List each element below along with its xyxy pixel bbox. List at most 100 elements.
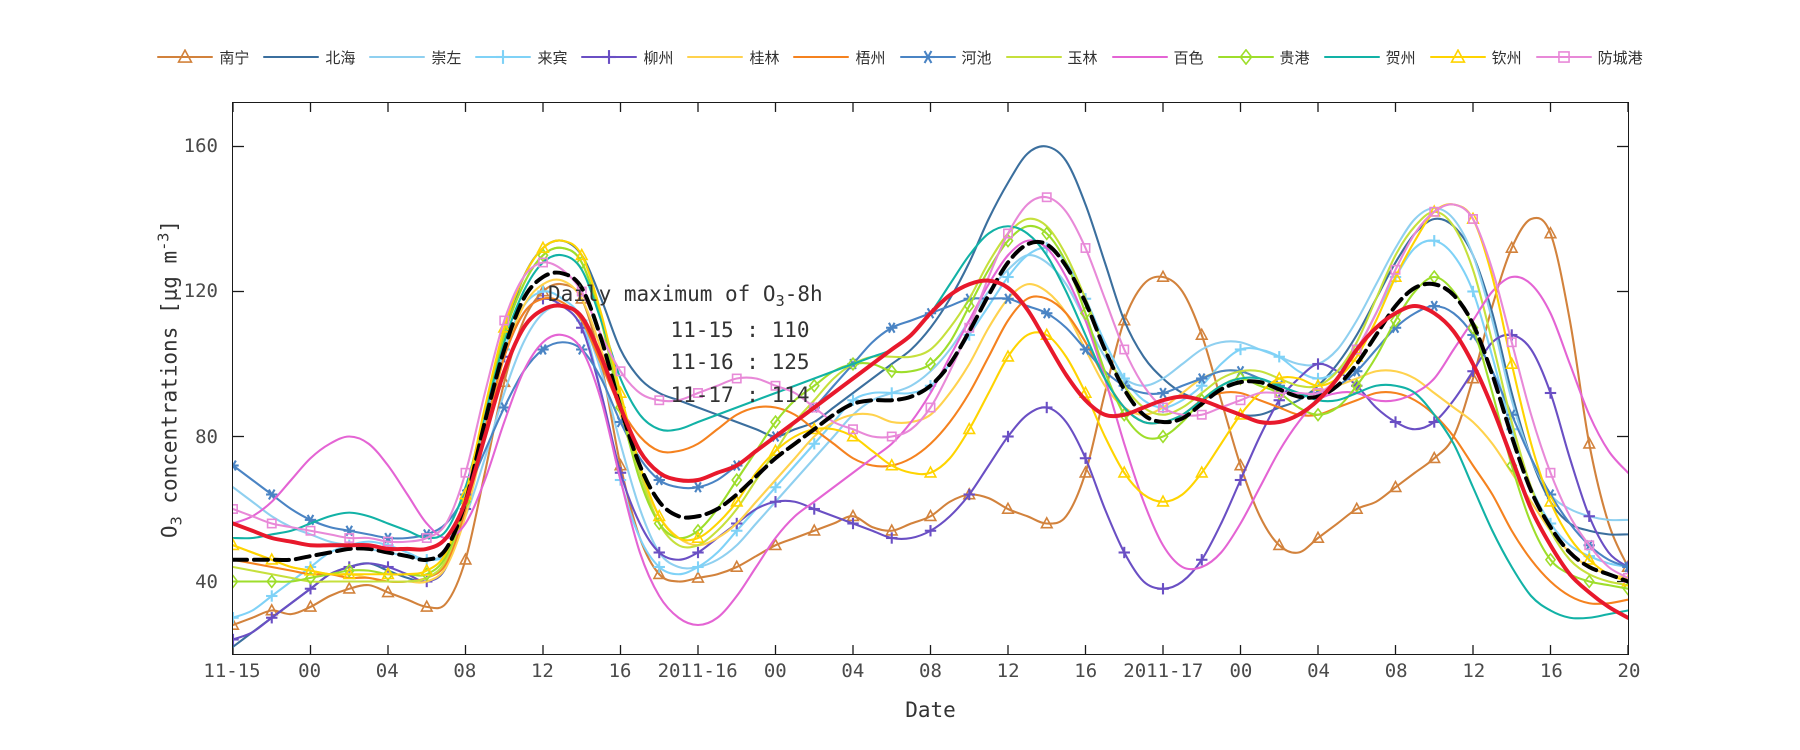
plot-wrapper: O3 concentrations [μg m-3] 40 80 120 160 11… [0,86,1800,722]
series-10 [233,239,1628,627]
series-line [233,278,1628,620]
x-tick-label: 16 [608,660,632,682]
x-tick-label: 04 [841,660,865,682]
legend-swatch [687,50,744,64]
x-tick-labels: 11-15 00 04 08 12 16 2011-16 00 04 08 12 16 2011-17 0… [203,660,1640,690]
series-16 [233,278,1628,620]
legend-item-5[interactable]: 柳州 [574,40,680,74]
legend-item-3[interactable]: 崇左 [362,40,468,74]
legend-item-14[interactable]: 防城港 [1529,40,1650,74]
plot-axes [232,102,1629,655]
x-tick-label: 2011-17 [1123,660,1204,682]
x-tick-label: 08 [919,660,942,682]
y-tick-label: 40 [195,571,218,594]
x-tick-label: 00 [1229,660,1253,682]
legend-line [1111,56,1168,59]
legend-swatch [475,50,532,64]
x-tick-label: 20 [1617,660,1641,682]
legend-item-10[interactable]: 百色 [1105,40,1211,74]
legend-swatch [1323,50,1380,64]
x-tick-label: 16 [1539,660,1563,682]
legend-swatch [263,50,320,64]
x-tick-label: 04 [1307,660,1330,682]
y-tick-labels: 40 80 120 160 [150,102,218,655]
legend-line [263,56,320,59]
legend-label: 贺州 [1385,48,1416,67]
legend-item-4[interactable]: 来宾 [468,40,574,74]
x-tick-label: 04 [375,660,399,682]
legend-label: 钦州 [1491,48,1522,67]
legend-item-7[interactable]: 梧州 [786,40,892,74]
legend-marker-triangle-icon [177,49,194,63]
legend-swatch [1429,49,1486,64]
legend-marker-plus-icon [496,50,511,64]
legend-label: 玉林 [1067,48,1098,67]
legend-swatch [1111,50,1168,64]
chart-canvas [233,103,1628,654]
legend-label: 河池 [961,48,992,67]
legend-label: 北海 [325,48,356,67]
x-tick-label: 12 [530,660,554,682]
series-line [233,239,1628,584]
x-tick-label: 12 [1462,660,1486,682]
legend-line [687,56,744,59]
x-tick-label: 00 [298,660,322,682]
legend-label: 来宾 [537,48,568,67]
x-tick-label: 11-15 [203,660,261,682]
legend-label: 崇左 [431,48,462,67]
legend-item-6[interactable]: 桂林 [680,40,786,74]
legend-marker-triangle-icon [1449,49,1466,63]
x-tick-label: 16 [1074,660,1098,682]
series-line [233,239,1628,627]
legend-line [1429,56,1486,59]
legend-item-12[interactable]: 贺州 [1317,40,1423,74]
y-tick-label: 160 [183,134,218,157]
legend-swatch [899,50,956,64]
y-tick-label: 120 [183,280,218,303]
series-6 [233,278,1628,584]
series-line [233,278,1628,584]
legend-swatch [369,50,426,64]
legend-marker-plus-icon [602,50,617,64]
legend-item-13[interactable]: 钦州 [1423,40,1529,74]
legend-swatch [581,50,638,64]
series-markers [233,293,1628,573]
x-tick-label: 00 [763,660,787,682]
legend-label: 贵港 [1279,48,1310,67]
legend-item-11[interactable]: 贵港 [1211,40,1317,74]
series-line [233,295,1628,605]
legend-swatch [1217,49,1274,65]
legend-line [1005,56,1062,59]
x-tick-label: 2011-16 [657,660,738,682]
series-7 [233,295,1628,605]
series-line [233,203,1628,583]
legend-item-1[interactable]: 南宁 [150,40,256,74]
legend-line [1535,56,1592,59]
legend-label: 南宁 [219,48,250,67]
legend-swatch [1005,50,1062,64]
legend-label: 柳州 [643,48,674,67]
chart-legend: 南宁 北海 崇左 来宾 柳州 桂林 梧州 河池 玉林 百色 贵港 贺州 钦州 防城港 [0,40,1800,74]
legend-swatch [1535,50,1592,64]
legend-line [1323,56,1380,59]
legend-label: 防城港 [1597,48,1643,67]
series-15 [233,239,1628,584]
legend-marker-square-icon [1557,51,1570,63]
legend-label: 桂林 [749,48,780,67]
legend-item-9[interactable]: 玉林 [999,40,1105,74]
legend-marker-diamond-icon [1239,49,1253,65]
series-group [233,145,1628,648]
x-tick-label: 12 [996,660,1020,682]
y-tick-label: 80 [195,425,218,448]
legend-line [793,56,850,59]
legend-item-2[interactable]: 北海 [256,40,362,74]
legend-swatch [793,50,850,64]
legend-marker-star-icon [920,50,935,64]
legend-line [369,56,426,59]
series-markers [233,204,1628,587]
series-13 [233,203,1628,587]
legend-line [157,56,214,59]
x-axis-label: Date [905,698,956,722]
legend-item-8[interactable]: 河池 [893,40,999,74]
